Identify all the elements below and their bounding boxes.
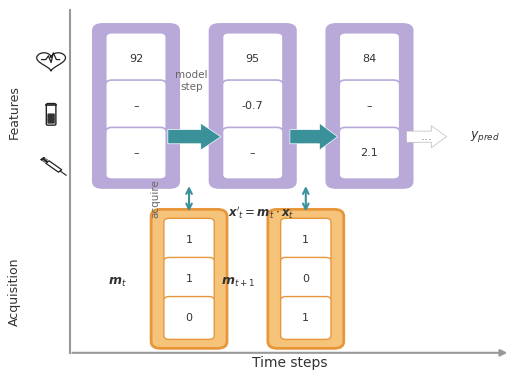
Text: $\boldsymbol{x}'_t = \boldsymbol{m}_t \cdot \boldsymbol{x}_t$: $\boldsymbol{x}'_t = \boldsymbol{m}_t \c… bbox=[228, 205, 294, 221]
Polygon shape bbox=[290, 123, 338, 150]
FancyBboxPatch shape bbox=[106, 128, 166, 179]
Text: 1: 1 bbox=[186, 274, 193, 284]
Text: 95: 95 bbox=[246, 53, 260, 64]
FancyBboxPatch shape bbox=[280, 218, 331, 261]
Text: 1: 1 bbox=[302, 235, 309, 245]
Text: –: – bbox=[133, 148, 139, 158]
Text: 1: 1 bbox=[186, 235, 193, 245]
Text: $\boldsymbol{m}_t$: $\boldsymbol{m}_t$ bbox=[108, 276, 127, 289]
Polygon shape bbox=[46, 161, 62, 172]
FancyBboxPatch shape bbox=[339, 128, 400, 179]
FancyBboxPatch shape bbox=[106, 80, 166, 132]
Polygon shape bbox=[40, 157, 45, 160]
Text: $y_{pred}$: $y_{pred}$ bbox=[470, 129, 500, 144]
Text: –: – bbox=[250, 148, 255, 158]
Text: Acquisition: Acquisition bbox=[7, 257, 20, 326]
Text: 2.1: 2.1 bbox=[361, 148, 378, 158]
Text: model
step: model step bbox=[176, 70, 208, 92]
FancyBboxPatch shape bbox=[92, 23, 180, 189]
FancyBboxPatch shape bbox=[222, 33, 283, 85]
Text: acquire: acquire bbox=[151, 179, 161, 218]
Text: Time steps: Time steps bbox=[252, 356, 328, 370]
FancyBboxPatch shape bbox=[280, 257, 331, 300]
Text: 0: 0 bbox=[186, 313, 193, 323]
FancyBboxPatch shape bbox=[164, 218, 214, 261]
Text: –: – bbox=[133, 101, 139, 111]
FancyBboxPatch shape bbox=[222, 128, 283, 179]
Text: 0: 0 bbox=[302, 274, 309, 284]
Text: $\boldsymbol{m}_{t+1}$: $\boldsymbol{m}_{t+1}$ bbox=[221, 276, 255, 289]
FancyBboxPatch shape bbox=[151, 209, 227, 348]
FancyBboxPatch shape bbox=[280, 297, 331, 339]
FancyBboxPatch shape bbox=[106, 33, 166, 85]
Text: -0.7: -0.7 bbox=[242, 101, 264, 111]
FancyBboxPatch shape bbox=[164, 257, 214, 300]
FancyBboxPatch shape bbox=[47, 113, 55, 124]
FancyBboxPatch shape bbox=[46, 104, 56, 125]
FancyBboxPatch shape bbox=[209, 23, 297, 189]
Text: 84: 84 bbox=[362, 53, 377, 64]
FancyBboxPatch shape bbox=[268, 209, 344, 348]
Text: 1: 1 bbox=[302, 313, 309, 323]
FancyBboxPatch shape bbox=[339, 33, 400, 85]
Text: ...: ... bbox=[420, 130, 433, 143]
Text: –: – bbox=[367, 101, 372, 111]
FancyBboxPatch shape bbox=[339, 80, 400, 132]
Text: Features: Features bbox=[7, 86, 20, 140]
Text: 92: 92 bbox=[129, 53, 143, 64]
FancyBboxPatch shape bbox=[222, 80, 283, 132]
Polygon shape bbox=[406, 126, 446, 148]
FancyBboxPatch shape bbox=[164, 297, 214, 339]
FancyBboxPatch shape bbox=[326, 23, 413, 189]
Polygon shape bbox=[168, 123, 221, 150]
